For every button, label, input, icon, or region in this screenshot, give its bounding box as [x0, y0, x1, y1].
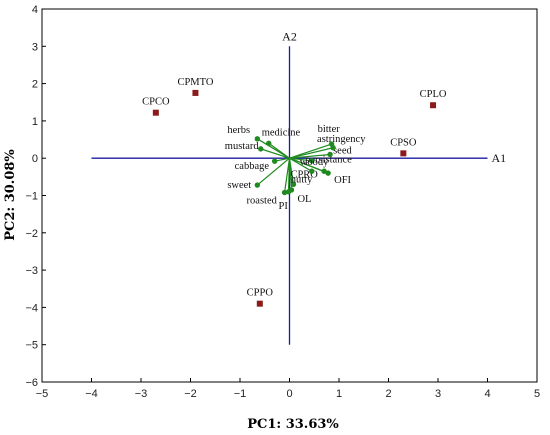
sample-marker [192, 89, 199, 96]
sample-label: CPPO [247, 288, 274, 299]
sample-label: CPMTO [177, 77, 213, 88]
attribute-label: mustard [225, 141, 260, 152]
sample-marker [400, 150, 407, 157]
attribute-label: sweet [227, 180, 251, 191]
attribute-label: herbs [227, 125, 250, 136]
reference-axis-label-a2: A2 [282, 29, 297, 43]
attribute-vector [289, 157, 312, 162]
y-tick-label: −5 [25, 340, 38, 352]
x-tick-label: 0 [286, 388, 292, 400]
attribute-label: persistance [305, 154, 352, 165]
y-tick-label: −1 [25, 191, 38, 203]
x-axis: −5 −4 −3 −2 −1 0 1 2 3 4 5 [36, 378, 540, 400]
sample-label: CPCO [142, 97, 170, 108]
attribute-vector [260, 148, 290, 159]
reference-axes: A1 A2 [91, 29, 507, 345]
attribute-vector [288, 158, 295, 185]
y-tick-label: −3 [25, 265, 38, 277]
attribute-vector [256, 157, 290, 186]
x-tick-label: 5 [534, 388, 540, 400]
attribute-vector [289, 143, 332, 159]
x-tick-label: −3 [135, 388, 148, 400]
attribute-label: bitter [318, 124, 341, 135]
attribute-label: OFI [334, 175, 351, 186]
x-tick-label: 2 [385, 388, 391, 400]
attribute-label: CPRO [290, 169, 318, 180]
x-tick-label: −5 [36, 388, 49, 400]
y-tick-label: 1 [32, 116, 38, 128]
attribute-label: cabbage [235, 161, 270, 172]
y-tick-label: 2 [32, 79, 38, 91]
y-tick-label: −4 [25, 302, 38, 314]
x-tick-label: −1 [234, 388, 247, 400]
y-axis: −6 −5 −4 −3 −2 −1 0 1 2 3 4 [25, 4, 46, 389]
x-tick-label: 1 [336, 388, 342, 400]
attribute-vector [289, 147, 334, 159]
x-tick-label: −2 [184, 388, 197, 400]
attribute-point [327, 151, 333, 158]
attribute-label: OL [297, 194, 311, 205]
y-tick-label: −6 [25, 377, 38, 389]
attribute-label: medicine [262, 127, 301, 138]
attribute-point [266, 140, 272, 146]
y-axis-title: PC2: 30.08% [3, 149, 18, 241]
attribute-label: woody [300, 157, 329, 168]
attribute-vector [283, 158, 291, 193]
attribute-vector [289, 157, 313, 172]
x-tick-label: 4 [484, 388, 490, 400]
x-tick-label: 3 [435, 388, 441, 400]
attribute-point [328, 141, 335, 147]
attribute-point [309, 158, 315, 164]
sample-marker [256, 300, 263, 307]
attribute-vector [289, 153, 331, 159]
attribute-point [271, 158, 278, 164]
sample-label: CPLO [420, 89, 447, 100]
attribute-point [288, 187, 295, 193]
attribute-label: astringency [317, 134, 366, 145]
y-tick-label: 4 [32, 4, 38, 16]
sample-points: CPMTO CPCO CPLO CPSO CPPO [142, 77, 447, 307]
attribute-vector [268, 142, 290, 159]
sample-marker [152, 109, 159, 116]
attribute-point [309, 168, 315, 174]
y-tick-label: 0 [32, 153, 38, 165]
y-tick-label: −2 [25, 228, 38, 240]
attribute-label: nutty [291, 174, 313, 185]
attribute-vector [289, 157, 325, 172]
attribute-point [254, 136, 261, 142]
attribute-point [321, 168, 327, 174]
x-axis-title: PC1: 33.63% [247, 417, 339, 432]
reference-axis-label-a1: A1 [492, 151, 507, 165]
attribute-label: seed [333, 145, 352, 156]
attribute-point [254, 182, 261, 188]
attribute-point [290, 181, 297, 188]
y-tick-label: 3 [32, 41, 38, 53]
sample-marker [430, 102, 437, 109]
x-tick-label: −4 [85, 388, 98, 400]
attribute-label: PI [279, 201, 289, 212]
attribute-point [258, 146, 264, 152]
sample-label: CPSO [390, 137, 417, 148]
attribute-label: roasted [247, 196, 278, 207]
